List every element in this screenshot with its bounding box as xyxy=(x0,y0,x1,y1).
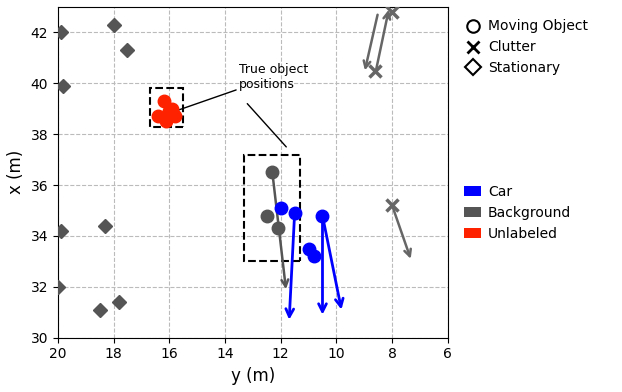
X-axis label: y (m): y (m) xyxy=(231,367,275,385)
Legend: Car, Background, Unlabeled: Car, Background, Unlabeled xyxy=(458,179,577,246)
Bar xyxy=(150,88,183,127)
Text: True object
positions: True object positions xyxy=(175,63,308,111)
Bar xyxy=(244,154,300,261)
Y-axis label: x (m): x (m) xyxy=(7,150,25,194)
